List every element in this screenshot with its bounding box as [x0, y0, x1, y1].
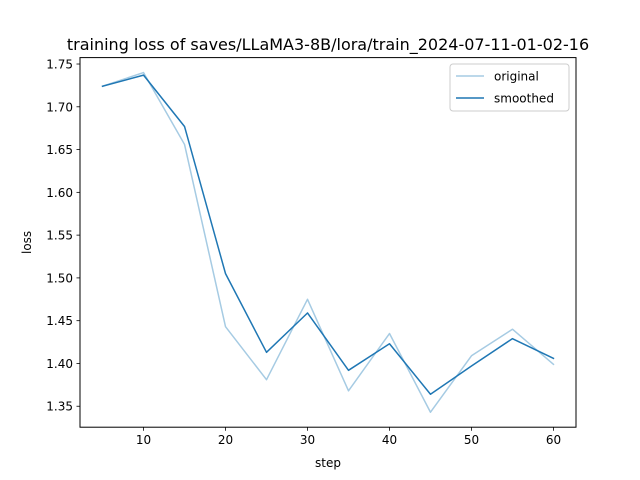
plot-area-frame — [79, 57, 577, 428]
data-point-original — [512, 329, 513, 330]
series-line-smoothed — [101, 74, 555, 396]
data-point-smoothed — [143, 75, 144, 76]
data-point-original — [266, 379, 267, 380]
data-point-original — [430, 412, 431, 413]
data-point-smoothed — [102, 86, 103, 87]
data-point-original — [184, 144, 185, 145]
y-tick-label: 1.70 — [46, 100, 73, 114]
data-point-smoothed — [348, 370, 349, 371]
y-axis-ticks: 1.35 1.40 1.45 1.50 1.55 1.60 1.65 1.70 1.75 — [46, 58, 80, 414]
data-point-smoothed — [430, 394, 431, 395]
data-point-original — [143, 72, 144, 73]
y-axis-label: loss — [20, 231, 34, 254]
x-tick-label: 50 — [464, 433, 479, 447]
data-point-smoothed — [266, 352, 267, 353]
x-tick-label: 30 — [300, 433, 315, 447]
data-point-original — [225, 326, 226, 327]
x-axis-ticks: 10 20 30 40 50 60 — [136, 427, 561, 447]
data-point-smoothed — [389, 343, 390, 344]
x-tick-label: 10 — [136, 433, 151, 447]
data-point-smoothed — [512, 338, 513, 339]
legend-label-original: original — [494, 70, 539, 84]
series-line-original — [101, 71, 555, 413]
y-tick-label: 1.55 — [46, 229, 73, 243]
data-point-smoothed — [225, 273, 226, 274]
y-tick-label: 1.75 — [46, 58, 73, 72]
data-point-original — [307, 299, 308, 300]
data-point-original — [348, 390, 349, 391]
y-tick-label: 1.60 — [46, 186, 73, 200]
data-point-original — [471, 355, 472, 356]
x-tick-label: 40 — [382, 433, 397, 447]
data-point-smoothed — [184, 126, 185, 127]
y-tick-label: 1.40 — [46, 357, 73, 371]
y-tick-label: 1.45 — [46, 314, 73, 328]
series-layer — [101, 71, 555, 413]
data-point-original — [553, 364, 554, 365]
y-tick-label: 1.35 — [46, 400, 73, 414]
y-tick-label: 1.65 — [46, 143, 73, 157]
data-point-smoothed — [553, 358, 554, 359]
chart-title: training loss of saves/LLaMA3-8B/lora/tr… — [67, 35, 589, 55]
legend: original smoothed — [449, 63, 570, 112]
x-axis-label: step — [315, 456, 341, 470]
legend-label-smoothed: smoothed — [494, 92, 554, 106]
x-tick-label: 60 — [546, 433, 561, 447]
data-point-smoothed — [471, 365, 472, 366]
data-point-smoothed — [307, 312, 308, 313]
x-tick-label: 20 — [218, 433, 233, 447]
data-point-original — [389, 333, 390, 334]
y-tick-label: 1.50 — [46, 271, 73, 285]
